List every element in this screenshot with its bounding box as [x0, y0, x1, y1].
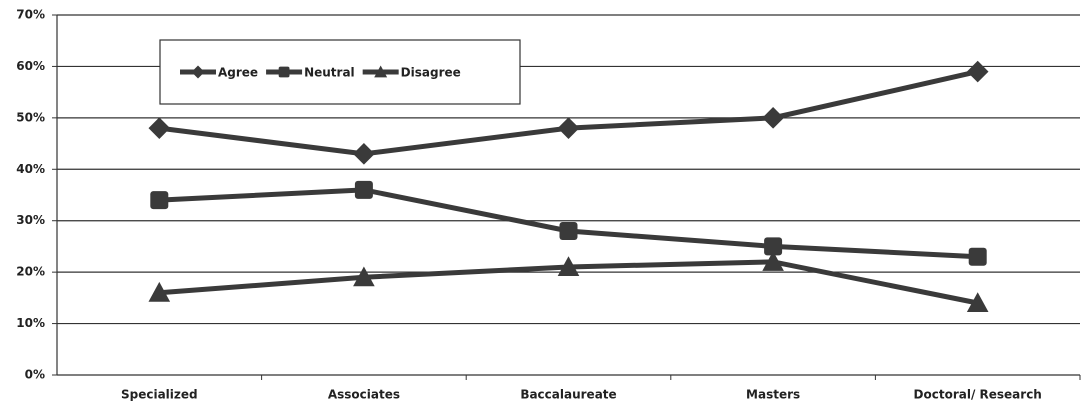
data-point [559, 222, 578, 240]
data-point [762, 251, 784, 271]
data-point [353, 266, 375, 287]
data-point [150, 191, 169, 210]
data-point [966, 60, 989, 83]
legend-label: Agree [218, 66, 258, 80]
data-point [762, 107, 784, 129]
legend-label: Neutral [304, 66, 355, 80]
data-point [557, 117, 580, 139]
data-point [764, 237, 783, 256]
legend-marker [374, 65, 388, 78]
y-tick-label: 70% [16, 8, 45, 22]
y-tick-label: 10% [16, 316, 45, 330]
y-tick-label: 30% [16, 213, 45, 227]
legend: Agree Neutral Disagree [159, 39, 521, 105]
legend-box [159, 39, 521, 105]
data-point [966, 292, 989, 312]
y-tick-label: 0% [25, 368, 45, 382]
x-tick-label: Masters [746, 388, 800, 402]
data-point [354, 180, 373, 199]
data-point [968, 247, 987, 266]
y-tick-label: 20% [16, 265, 45, 279]
x-tick-label: Doctoral/ Research [914, 388, 1042, 402]
data-point [557, 256, 580, 276]
x-tick-label: Associates [328, 388, 400, 402]
data-point [148, 281, 171, 302]
x-tick-label: Specialized [121, 388, 198, 402]
data-point [353, 143, 375, 165]
y-tick-label: 40% [16, 162, 45, 176]
legend-marker [278, 66, 290, 78]
legend-marker [191, 65, 205, 79]
legend-label: Disagree [401, 66, 461, 80]
data-point [148, 117, 171, 139]
y-tick-label: 60% [16, 59, 45, 73]
x-tick-label: Baccalaureate [520, 388, 616, 402]
y-tick-label: 50% [16, 110, 45, 124]
